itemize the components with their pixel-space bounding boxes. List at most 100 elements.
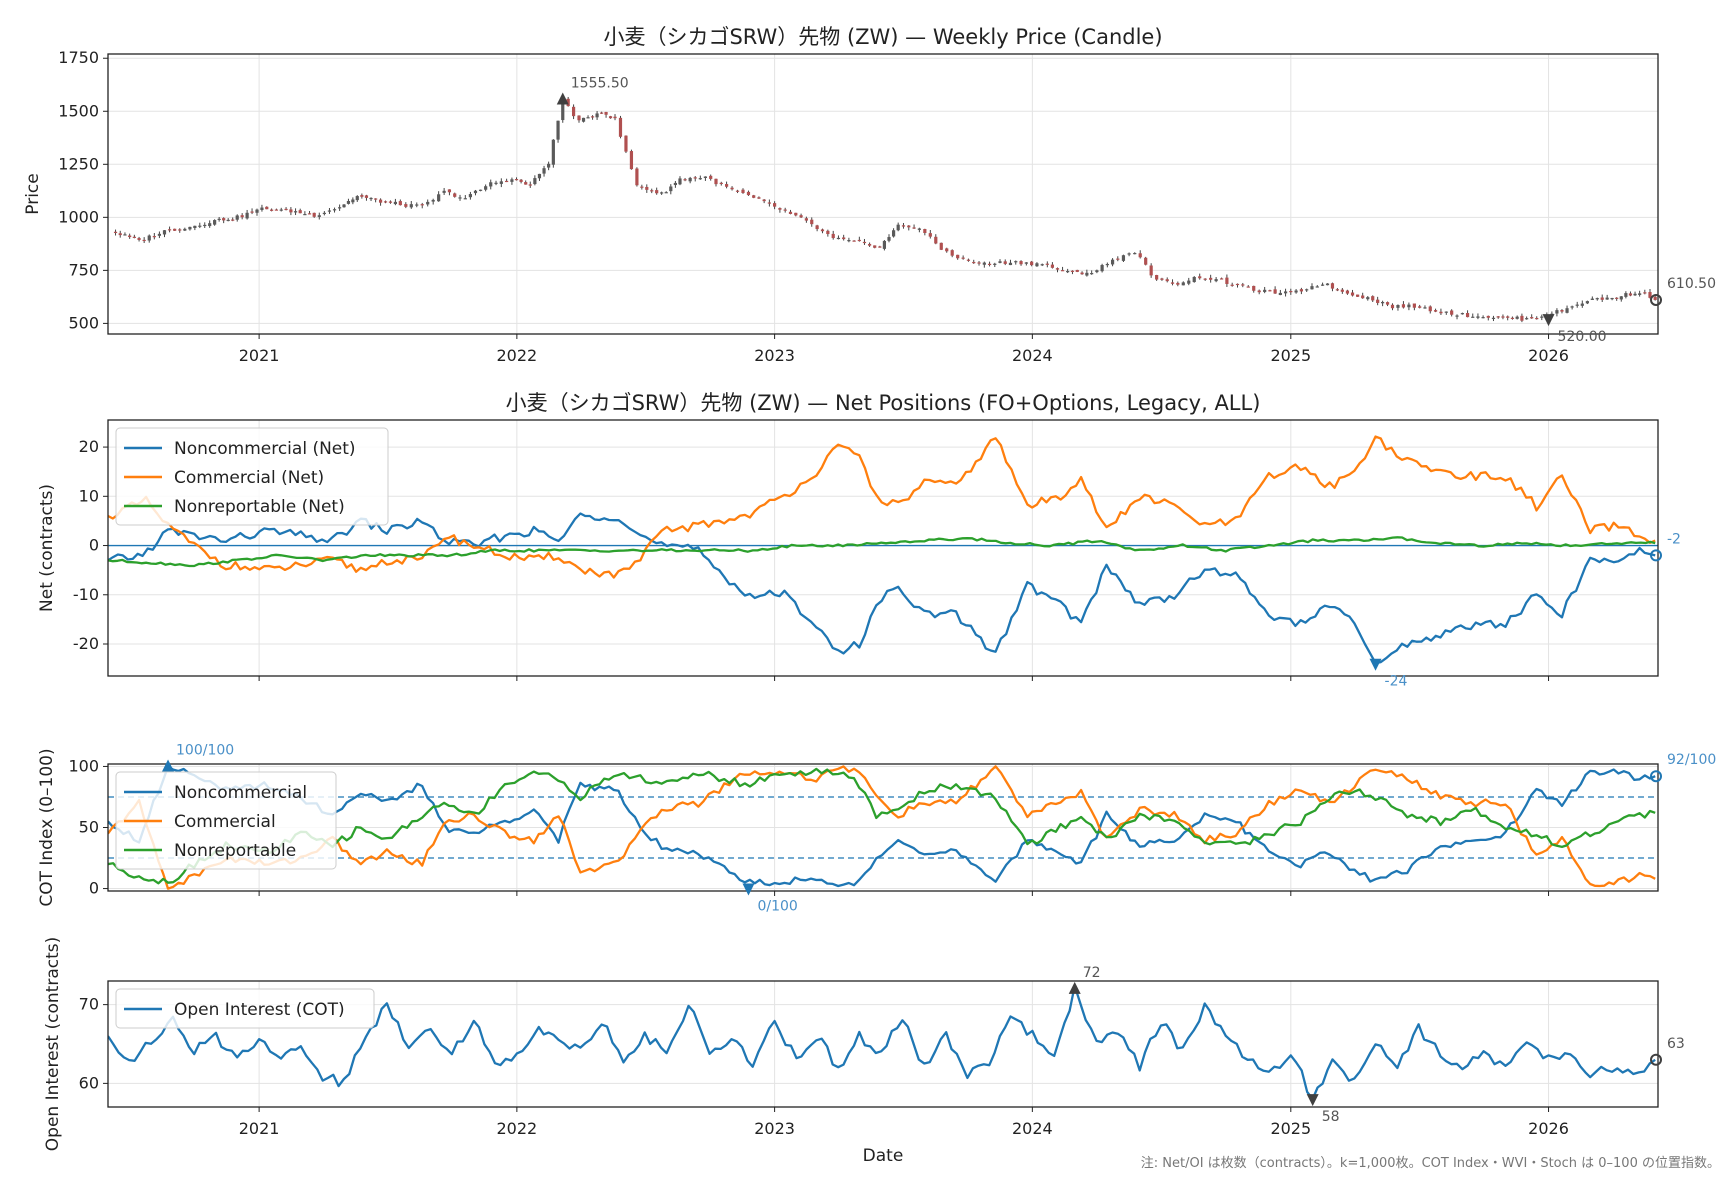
candle-body [939,242,943,250]
cotindex-series-1-line [108,765,1656,890]
candle-body [378,199,383,203]
oi-axes-frame [107,980,1659,1108]
candle-body [730,187,734,190]
candle-body [972,261,976,264]
candle-body [1024,262,1028,264]
candle-body [1095,270,1099,273]
candle-body [773,203,777,207]
price-xtick-label: 2026 [1528,346,1569,365]
candle-body [1066,270,1070,273]
candle-body [235,215,239,220]
net-series-1-line [108,435,1656,579]
candle-body [473,190,478,194]
candle-body [1035,263,1039,267]
candle-body [624,135,628,152]
candle-body [1030,261,1034,266]
candle-body [1263,289,1267,292]
candle-body [556,120,560,140]
price-ytick-label: 1750 [58,48,99,67]
candle-body [1310,286,1314,290]
candle-body [896,224,900,231]
candle-body [1214,279,1218,282]
price-panel: 500 750 1000 1250 1500 1750 2021 2022 2023 2024 20… [23,25,1716,365]
price-xtick-label: 2024 [1012,346,1053,365]
candle-body [420,204,424,206]
candle-body [355,196,359,201]
candle-body [783,209,787,211]
candle-body [595,113,599,118]
candle-body [132,236,136,238]
candle-body [222,218,226,221]
candle-body [217,218,221,220]
candle-body [1155,275,1159,280]
candle-body [1455,315,1459,317]
candle-body [533,178,537,185]
candle-body [157,233,162,236]
candle-body [1396,305,1400,308]
candle-body [528,184,532,186]
candle-body [1510,317,1515,319]
candle-body [1070,270,1075,272]
candle-body [437,194,441,202]
candle-body [683,179,687,181]
candle-body [393,201,398,205]
candle-body [1648,292,1652,298]
candle-body [1619,296,1623,300]
cotindex-series-2-line [108,767,1656,885]
candle-body [494,182,498,184]
candle-body [1198,276,1202,279]
candle-body [1366,297,1370,300]
candle-body [1390,304,1395,309]
candle-body [842,237,846,240]
candle-body [608,116,613,119]
candle-body [1381,301,1385,304]
candle-body [173,228,177,231]
candle-body [1565,308,1569,313]
oi-max-label: 72 [1083,965,1101,981]
candle-body [945,248,949,252]
candle-body [752,195,756,198]
candle-body [1496,316,1500,318]
candle-body [1465,313,1470,318]
candle-body [489,182,493,187]
cotindex-last-marker [1650,770,1662,783]
candle-body [1335,289,1340,291]
candle-body [862,241,867,244]
candle-body [1294,290,1298,293]
candle-body [398,201,402,206]
candle-body [1600,297,1604,300]
candle-body [364,195,369,198]
candle-body [404,204,408,207]
candle-body [1149,265,1153,276]
candle-body [878,246,882,248]
candle-body [1085,272,1089,276]
oi-xlabel: Date [863,1146,904,1166]
candle-body [1138,253,1142,258]
candle-body [374,198,378,200]
net-ytick-label: 20 [79,437,99,456]
oi-min-label: 58 [1322,1109,1340,1125]
candle-body [934,236,938,244]
candle-body [714,178,718,185]
candle-body [167,229,172,231]
price-last-label: 610.50 [1667,276,1716,292]
oi-series-0-line [108,984,1656,1101]
candle-body [183,228,187,231]
price-xtick-label: 2021 [239,346,280,365]
candle-body [231,219,235,221]
candle-body [1525,318,1529,320]
candle-body [794,212,798,216]
net-last-label: -2 [1667,531,1681,547]
candle-body [269,209,274,211]
candle-body [956,254,960,259]
candle-body [193,225,197,228]
price-plot [113,96,1657,323]
candle-body [810,219,814,225]
candle-body [137,238,141,240]
candle-body [831,233,835,239]
candle-body [1540,316,1544,318]
candle-body [820,229,825,232]
candle-body [847,240,851,242]
oi-xtick-label: 2023 [754,1119,795,1138]
